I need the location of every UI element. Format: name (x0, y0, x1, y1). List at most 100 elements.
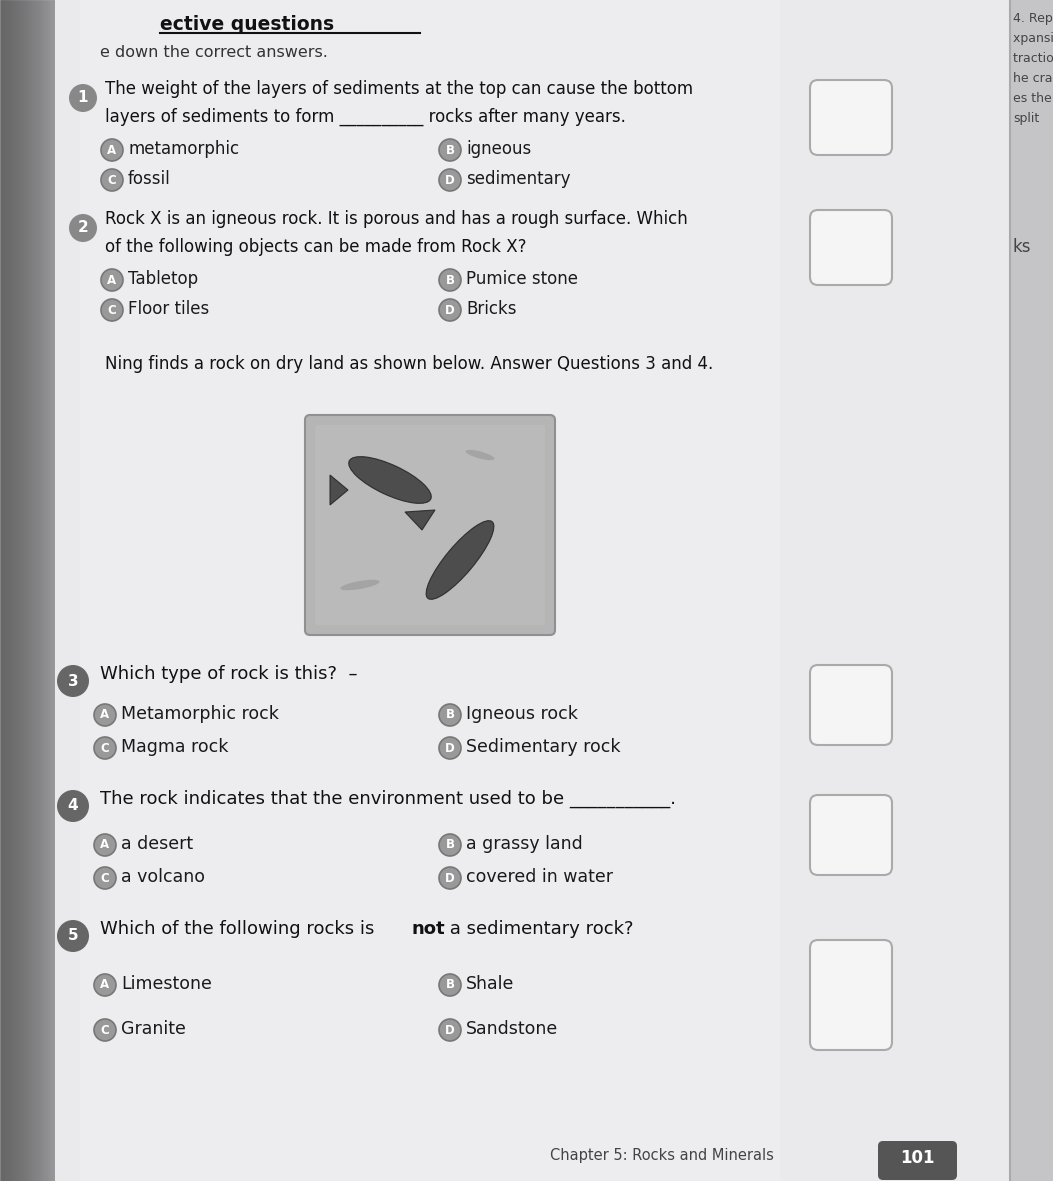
Circle shape (439, 834, 461, 856)
Text: C: C (101, 742, 110, 755)
Text: Floor tiles: Floor tiles (128, 300, 210, 318)
Text: B: B (445, 144, 455, 157)
Polygon shape (330, 475, 347, 505)
Text: B: B (445, 274, 455, 287)
Text: D: D (445, 742, 455, 755)
Text: ective questions: ective questions (160, 15, 334, 34)
Ellipse shape (340, 580, 380, 590)
Circle shape (94, 834, 116, 856)
Text: Igneous rock: Igneous rock (466, 705, 578, 723)
Text: layers of sediments to form __________ rocks after many years.: layers of sediments to form __________ r… (105, 107, 625, 126)
Text: B: B (445, 709, 455, 722)
Text: sedimentary: sedimentary (466, 170, 571, 188)
FancyBboxPatch shape (305, 415, 555, 635)
Text: A: A (100, 709, 110, 722)
Text: Rock X is an igneous rock. It is porous and has a rough surface. Which: Rock X is an igneous rock. It is porous … (105, 210, 688, 228)
Text: split: split (1013, 112, 1039, 125)
Circle shape (69, 214, 97, 242)
Text: D: D (445, 872, 455, 885)
Bar (1010, 0, 1053, 1181)
Text: xpansion a: xpansion a (1013, 32, 1053, 45)
Text: C: C (101, 1024, 110, 1037)
Text: Chapter 5: Rocks and Minerals: Chapter 5: Rocks and Minerals (550, 1148, 774, 1163)
Text: Limestone: Limestone (121, 976, 212, 993)
Text: 5: 5 (67, 928, 78, 944)
FancyBboxPatch shape (810, 795, 892, 875)
Text: D: D (445, 1024, 455, 1037)
Text: Pumice stone: Pumice stone (466, 270, 578, 288)
Text: 3: 3 (67, 673, 78, 689)
Circle shape (94, 867, 116, 889)
Text: not: not (412, 920, 445, 938)
Circle shape (439, 704, 461, 726)
Circle shape (439, 269, 461, 291)
Text: 4. Repeate: 4. Repeate (1013, 12, 1053, 25)
FancyBboxPatch shape (810, 210, 892, 285)
FancyBboxPatch shape (810, 665, 892, 745)
Circle shape (439, 169, 461, 191)
Circle shape (94, 704, 116, 726)
Ellipse shape (465, 450, 495, 461)
Bar (80, 0, 780, 1181)
Text: A: A (107, 274, 117, 287)
Text: metamorphic: metamorphic (128, 141, 239, 158)
Ellipse shape (349, 457, 432, 503)
Text: 4: 4 (67, 798, 78, 814)
FancyBboxPatch shape (810, 940, 892, 1050)
Ellipse shape (426, 521, 494, 599)
Text: Which of the following rocks is: Which of the following rocks is (100, 920, 380, 938)
Circle shape (101, 269, 123, 291)
Text: Granite: Granite (121, 1020, 186, 1038)
Text: The weight of the layers of sediments at the top can cause the bottom: The weight of the layers of sediments at… (105, 80, 693, 98)
Circle shape (94, 1019, 116, 1040)
Circle shape (439, 867, 461, 889)
Text: a sedimentary rock?: a sedimentary rock? (444, 920, 634, 938)
Text: Metamorphic rock: Metamorphic rock (121, 705, 279, 723)
Text: fossil: fossil (128, 170, 171, 188)
Text: traction e: traction e (1013, 52, 1053, 65)
Text: The rock indicates that the environment used to be ___________.: The rock indicates that the environment … (100, 790, 676, 808)
Circle shape (57, 790, 90, 822)
Text: e down the correct answers.: e down the correct answers. (100, 45, 327, 60)
Text: B: B (445, 979, 455, 992)
Circle shape (69, 84, 97, 112)
Text: D: D (445, 304, 455, 317)
Text: Tabletop: Tabletop (128, 270, 198, 288)
Text: a grassy land: a grassy land (466, 835, 582, 853)
Text: igneous: igneous (466, 141, 532, 158)
Circle shape (57, 665, 90, 697)
Circle shape (439, 1019, 461, 1040)
Text: B: B (445, 839, 455, 852)
Text: Sandstone: Sandstone (466, 1020, 558, 1038)
Circle shape (101, 169, 123, 191)
Text: C: C (107, 174, 117, 187)
Polygon shape (405, 510, 435, 530)
Text: ks: ks (1013, 239, 1032, 256)
Text: covered in water: covered in water (466, 868, 613, 886)
Text: Bricks: Bricks (466, 300, 517, 318)
Text: a volcano: a volcano (121, 868, 205, 886)
FancyBboxPatch shape (810, 80, 892, 155)
FancyBboxPatch shape (878, 1141, 957, 1180)
Circle shape (101, 299, 123, 321)
Text: a desert: a desert (121, 835, 193, 853)
Text: 2: 2 (78, 221, 88, 235)
Circle shape (439, 974, 461, 996)
Text: 101: 101 (899, 1149, 934, 1167)
Circle shape (94, 974, 116, 996)
Text: A: A (107, 144, 117, 157)
Text: Shale: Shale (466, 976, 514, 993)
Circle shape (439, 737, 461, 759)
Text: D: D (445, 174, 455, 187)
Text: Sedimentary rock: Sedimentary rock (466, 738, 620, 756)
Text: A: A (100, 979, 110, 992)
Text: Which type of rock is this?  –: Which type of rock is this? – (100, 665, 358, 683)
Circle shape (57, 920, 90, 952)
Circle shape (439, 139, 461, 161)
Text: A: A (100, 839, 110, 852)
Circle shape (94, 737, 116, 759)
Text: of the following objects can be made from Rock X?: of the following objects can be made fro… (105, 239, 526, 256)
Text: C: C (101, 872, 110, 885)
Text: 1: 1 (78, 91, 88, 105)
Text: Ning finds a rock on dry land as shown below. Answer Questions 3 and 4.: Ning finds a rock on dry land as shown b… (105, 355, 713, 373)
